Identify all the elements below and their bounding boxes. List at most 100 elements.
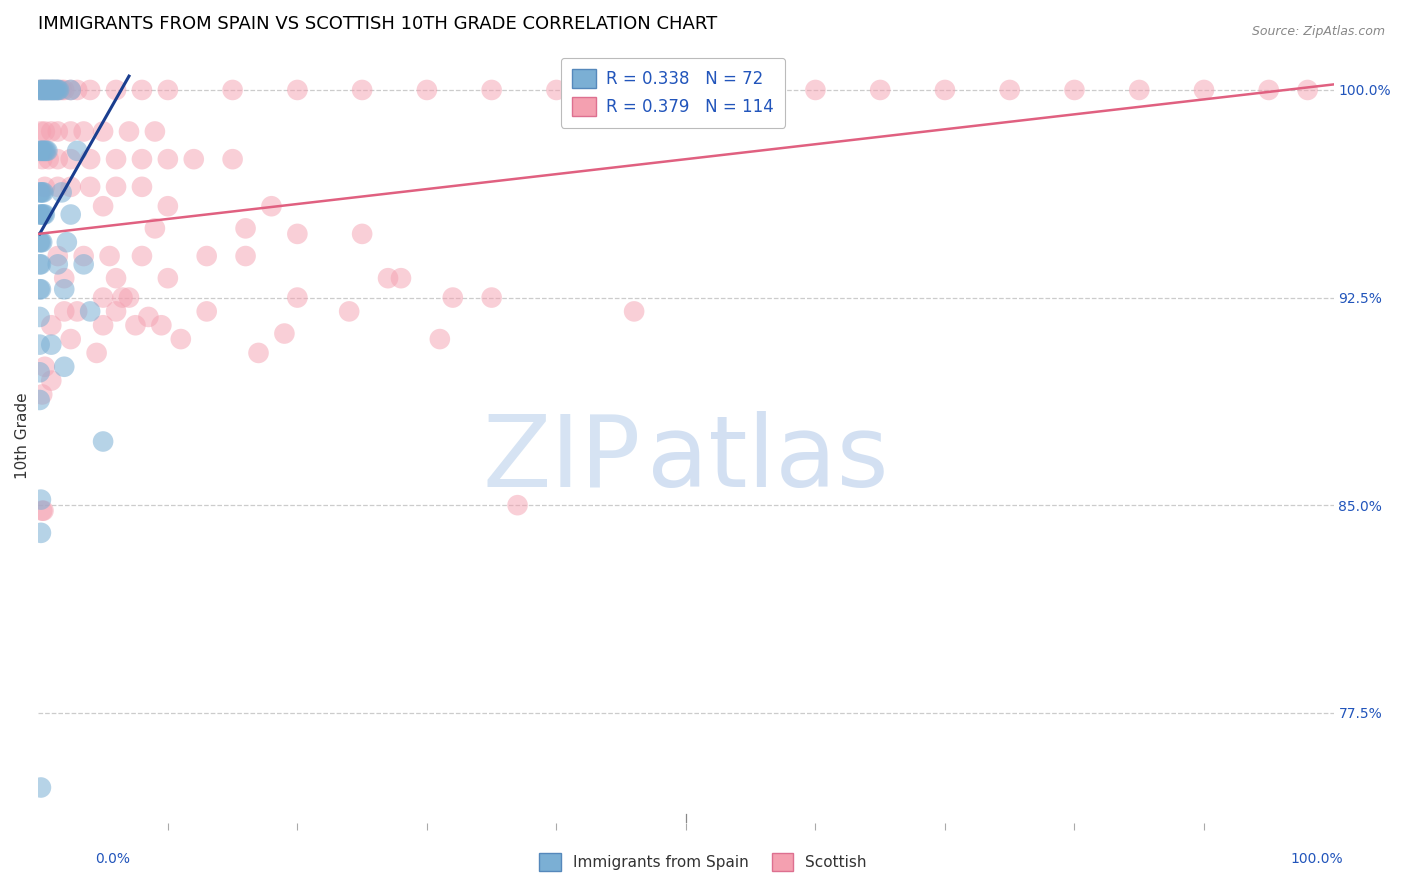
Point — [28, 83, 51, 97]
Point — [30, 525, 52, 540]
Point — [31, 235, 53, 250]
Point — [51, 186, 73, 200]
Point — [481, 291, 503, 305]
Point — [546, 83, 568, 97]
Point — [105, 271, 128, 285]
Text: IMMIGRANTS FROM SPAIN VS SCOTTISH 10TH GRADE CORRELATION CHART: IMMIGRANTS FROM SPAIN VS SCOTTISH 10TH G… — [38, 15, 717, 33]
Point — [34, 83, 56, 97]
Point — [79, 152, 101, 166]
Point — [59, 207, 82, 221]
Point — [150, 318, 173, 333]
Point — [37, 144, 59, 158]
Point — [59, 83, 82, 97]
Point — [48, 83, 70, 97]
Point — [30, 257, 52, 271]
Point — [28, 83, 51, 97]
Point — [740, 83, 762, 97]
Text: ZIP: ZIP — [482, 410, 641, 508]
Point — [111, 291, 134, 305]
Point — [53, 282, 76, 296]
Point — [623, 304, 645, 318]
Point — [73, 124, 96, 138]
Point — [156, 199, 179, 213]
Point — [416, 83, 439, 97]
Point — [30, 124, 52, 138]
Point — [429, 332, 451, 346]
Point — [32, 144, 55, 158]
Text: atlas: atlas — [647, 410, 889, 508]
Point — [46, 179, 69, 194]
Point — [91, 199, 114, 213]
Point — [869, 83, 891, 97]
Point — [41, 83, 63, 97]
Point — [183, 152, 205, 166]
Point — [273, 326, 295, 341]
Point — [156, 271, 179, 285]
Point — [98, 249, 121, 263]
Point — [39, 83, 62, 97]
Y-axis label: 10th Grade: 10th Grade — [15, 392, 30, 479]
Point — [1257, 83, 1279, 97]
Point — [1128, 83, 1150, 97]
Point — [235, 249, 257, 263]
Point — [28, 337, 51, 351]
Point — [30, 207, 52, 221]
Point — [53, 83, 76, 97]
Point — [28, 257, 51, 271]
Point — [42, 83, 65, 97]
Point — [31, 83, 53, 97]
Point — [235, 221, 257, 235]
Point — [44, 83, 66, 97]
Point — [38, 83, 60, 97]
Point — [79, 83, 101, 97]
Point — [105, 152, 128, 166]
Point — [79, 304, 101, 318]
Point — [66, 144, 89, 158]
Point — [377, 271, 399, 285]
Point — [59, 83, 82, 97]
Text: 100.0%: 100.0% — [1291, 852, 1343, 866]
Point — [506, 498, 529, 512]
Point — [28, 392, 51, 407]
Point — [31, 186, 53, 200]
Point — [56, 235, 79, 250]
Point — [66, 304, 89, 318]
Point — [30, 144, 52, 158]
Point — [143, 221, 166, 235]
Point — [59, 179, 82, 194]
Point — [28, 207, 51, 221]
Point — [352, 227, 374, 241]
Point — [131, 249, 153, 263]
Point — [28, 365, 51, 379]
Point — [32, 186, 55, 200]
Point — [46, 152, 69, 166]
Point — [34, 207, 56, 221]
Point — [337, 304, 360, 318]
Text: Source: ZipAtlas.com: Source: ZipAtlas.com — [1251, 25, 1385, 38]
Point — [28, 186, 51, 200]
Point — [195, 249, 218, 263]
Point — [1296, 83, 1319, 97]
Point — [195, 304, 218, 318]
Point — [221, 83, 243, 97]
Point — [30, 282, 52, 296]
Point — [91, 318, 114, 333]
Point — [32, 83, 55, 97]
Point — [28, 310, 51, 324]
Point — [170, 332, 193, 346]
Point — [30, 492, 52, 507]
Point — [35, 144, 58, 158]
Point — [28, 235, 51, 250]
Point — [32, 504, 55, 518]
Point — [39, 124, 62, 138]
Point — [1063, 83, 1085, 97]
Point — [131, 179, 153, 194]
Point — [30, 186, 52, 200]
Point — [37, 83, 59, 97]
Point — [46, 257, 69, 271]
Point — [37, 83, 59, 97]
Point — [39, 83, 62, 97]
Point — [105, 304, 128, 318]
Point — [247, 346, 270, 360]
Point — [39, 337, 62, 351]
